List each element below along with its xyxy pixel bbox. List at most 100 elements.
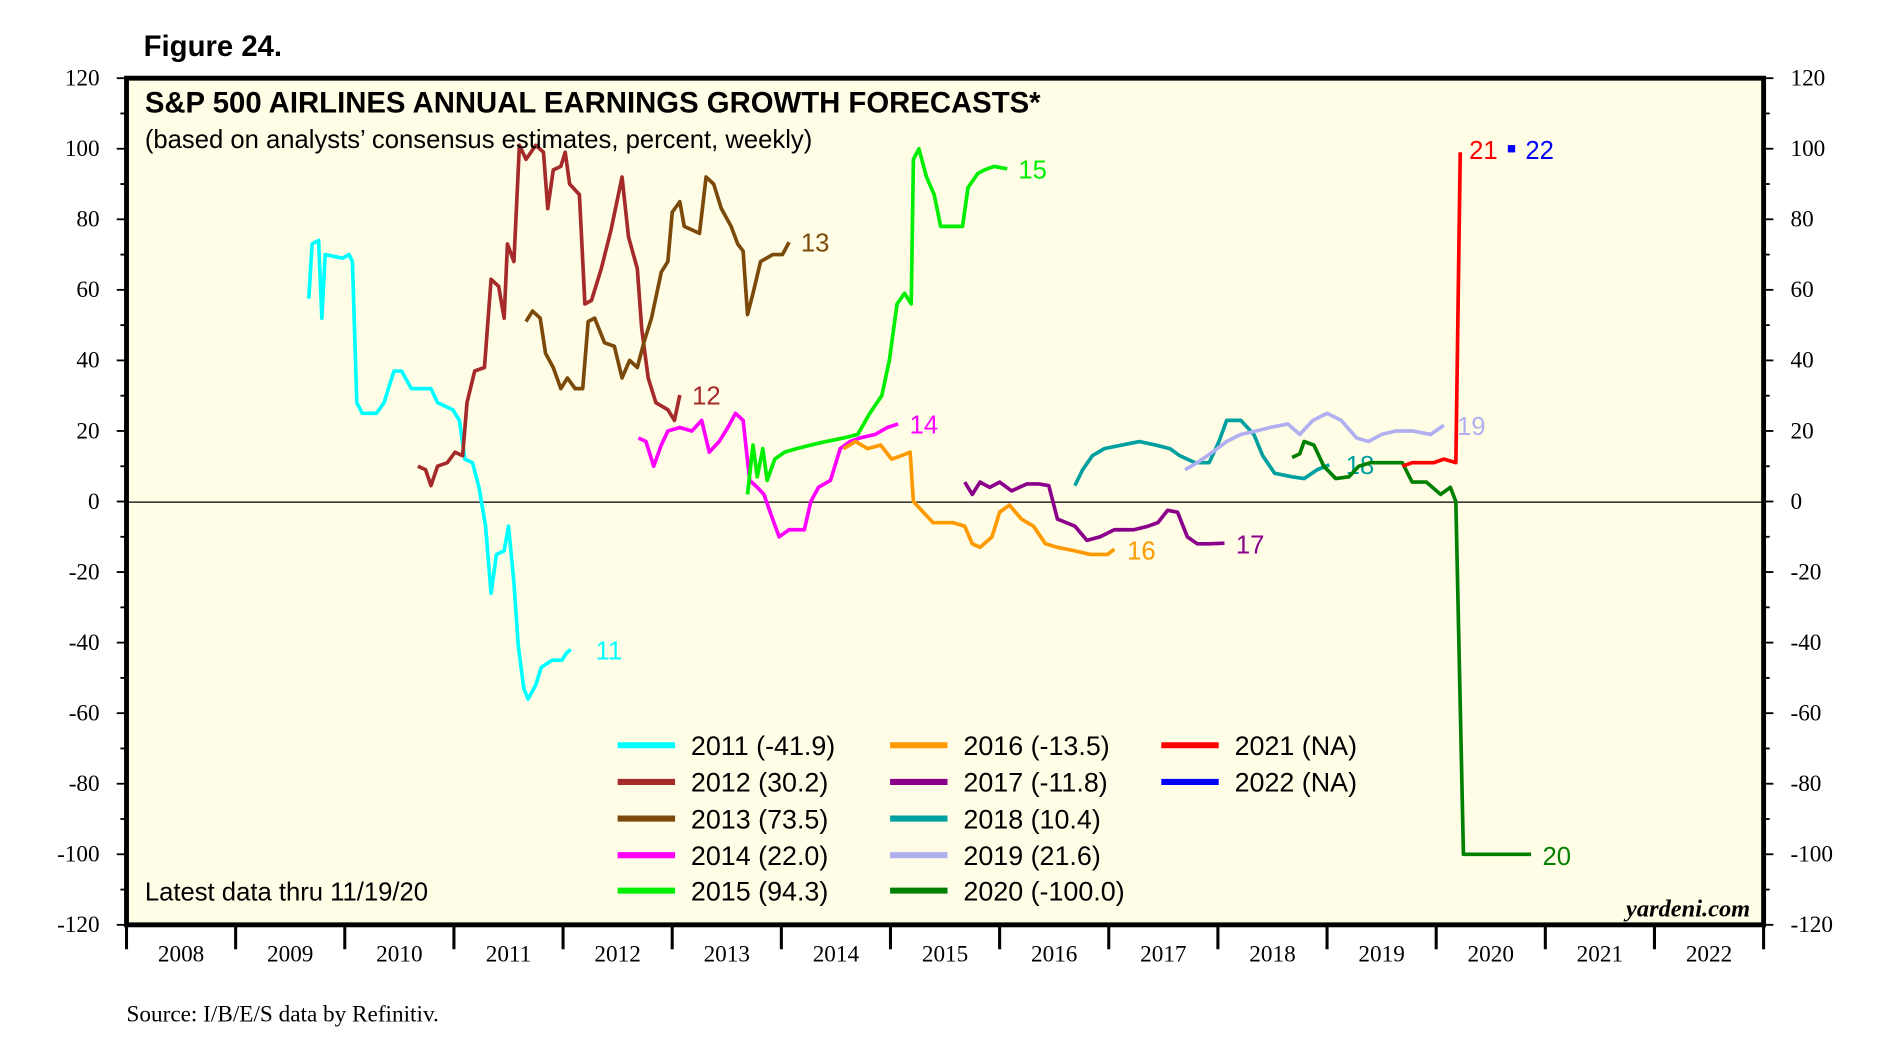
y-tick-label-right: 0 xyxy=(1790,489,1802,515)
legend-label: 2011 (-41.9) xyxy=(691,731,835,761)
series-line xyxy=(1184,411,1445,472)
series-15: 15 xyxy=(745,146,1047,495)
series-22: 22 xyxy=(1507,137,1554,165)
series-11: 11 xyxy=(306,238,623,701)
x-tick-label: 2013 xyxy=(704,941,750,967)
series-end-label: 17 xyxy=(1236,531,1265,559)
x-tick-label: 2011 xyxy=(486,941,532,967)
series-end-label: 12 xyxy=(692,382,721,410)
y-tick-label-left: -20 xyxy=(69,559,100,585)
y-tick-label-right: -40 xyxy=(1790,630,1821,656)
x-tick-label: 2014 xyxy=(813,941,860,967)
x-tick-label: 2012 xyxy=(594,941,640,967)
y-tick-label-right: 100 xyxy=(1790,136,1825,162)
series-line xyxy=(963,480,1225,546)
x-tick-label: 2019 xyxy=(1358,941,1404,967)
legend-item: 2016 (-13.5) xyxy=(890,731,1110,761)
series-line xyxy=(417,143,682,488)
legend-label: 2012 (30.2) xyxy=(691,768,828,798)
x-tick-label: 2018 xyxy=(1249,941,1295,967)
series-line xyxy=(637,411,899,539)
legend-label: 2016 (-13.5) xyxy=(963,731,1109,761)
legend: 2011 (-41.9) 2012 (30.2) 2013 (73.5) 2014 (… xyxy=(617,731,1357,906)
y-tick-label-left: 120 xyxy=(65,66,100,92)
series-end-label: 11 xyxy=(596,638,623,666)
x-tick-label: 2015 xyxy=(922,941,968,967)
legend-label: 2018 (10.4) xyxy=(963,804,1100,834)
x-tick-label: 2009 xyxy=(267,941,313,967)
y-tick-label-left: -120 xyxy=(57,912,100,938)
series-19: 19 xyxy=(1184,411,1485,472)
x-tick-label: 2017 xyxy=(1140,941,1186,967)
series-17: 17 xyxy=(963,480,1265,559)
series-line xyxy=(1401,152,1463,468)
legend-label: 2022 (NA) xyxy=(1235,768,1357,798)
series-21: 21 xyxy=(1401,137,1498,468)
legend-item: 2020 (-100.0) xyxy=(890,876,1125,906)
series-line xyxy=(745,146,1008,495)
series-end-label: 16 xyxy=(1127,538,1156,566)
y-tick-label-right: 120 xyxy=(1790,66,1825,92)
y-tick-label-right: -80 xyxy=(1790,771,1821,797)
series-end-label: 22 xyxy=(1525,137,1554,165)
x-tick-label: 2021 xyxy=(1577,941,1623,967)
y-tick-label-left: 60 xyxy=(76,277,99,303)
series-13: 13 xyxy=(524,175,830,391)
legend-label: 2021 (NA) xyxy=(1235,731,1357,761)
y-tick-label-left: -80 xyxy=(69,771,100,797)
legend-item: 2018 (10.4) xyxy=(890,804,1101,834)
series-end-label: 21 xyxy=(1469,137,1498,165)
legend-item: 2011 (-41.9) xyxy=(617,731,835,761)
y-tick-label-right: -100 xyxy=(1790,842,1833,868)
legend-label: 2013 (73.5) xyxy=(691,804,828,834)
series-end-label: 14 xyxy=(910,412,939,440)
source-note: Source: I/B/E/S data by Refinitiv. xyxy=(127,1001,439,1027)
y-tick-label-left: 0 xyxy=(88,489,100,515)
legend-label: 2015 (94.3) xyxy=(691,876,828,906)
legend-label: 2020 (-100.0) xyxy=(963,876,1124,906)
y-tick-label-left: -100 xyxy=(57,842,100,868)
series-end-label: 13 xyxy=(801,230,830,258)
series-line xyxy=(842,439,1116,557)
series-14: 14 xyxy=(637,411,939,539)
x-tick-label: 2010 xyxy=(376,941,422,967)
series-12: 12 xyxy=(417,143,721,488)
y-tick-label-right: -20 xyxy=(1790,559,1821,585)
legend-item: 2015 (94.3) xyxy=(617,876,828,906)
y-tick-label-left: 20 xyxy=(76,418,99,444)
data-point xyxy=(1507,145,1516,153)
series-16: 16 xyxy=(842,439,1156,566)
y-tick-label-left: -40 xyxy=(69,630,100,656)
y-tick-label-right: -120 xyxy=(1790,912,1833,938)
latest-data-note: Latest data thru 11/19/20 xyxy=(145,878,428,906)
figure-label: Figure 24. xyxy=(144,30,282,63)
series-end-label: 20 xyxy=(1542,843,1571,871)
x-tick-label: 2020 xyxy=(1468,941,1514,967)
x-tick-label: 2016 xyxy=(1031,941,1077,967)
legend-item: 2013 (73.5) xyxy=(617,804,828,834)
series-line xyxy=(1291,439,1532,857)
y-tick-label-right: 60 xyxy=(1790,277,1813,303)
legend-item: 2021 (NA) xyxy=(1161,731,1357,761)
legend-item: 2014 (22.0) xyxy=(617,841,828,871)
y-tick-label-left: -60 xyxy=(69,701,100,727)
chart-title: S&P 500 AIRLINES ANNUAL EARNINGS GROWTH … xyxy=(145,86,1041,119)
legend-item: 2019 (21.6) xyxy=(890,841,1101,871)
y-tick-label-right: -60 xyxy=(1790,701,1821,727)
legend-label: 2014 (22.0) xyxy=(691,841,828,871)
legend-item: 2012 (30.2) xyxy=(617,768,828,798)
y-tick-label-right: 80 xyxy=(1790,207,1813,233)
y-tick-label-left: 40 xyxy=(76,348,99,374)
series-line xyxy=(524,175,791,391)
x-tick-label: 2022 xyxy=(1686,941,1732,967)
y-tick-label-left: 80 xyxy=(76,207,99,233)
y-tick-label-left: 100 xyxy=(65,136,100,162)
series-end-label: 15 xyxy=(1018,156,1047,184)
legend-label: 2017 (-11.8) xyxy=(963,768,1107,798)
series-20: 20 xyxy=(1291,439,1571,871)
legend-item: 2022 (NA) xyxy=(1161,768,1357,798)
y-tick-label-right: 20 xyxy=(1790,418,1813,444)
series-line xyxy=(306,238,572,701)
